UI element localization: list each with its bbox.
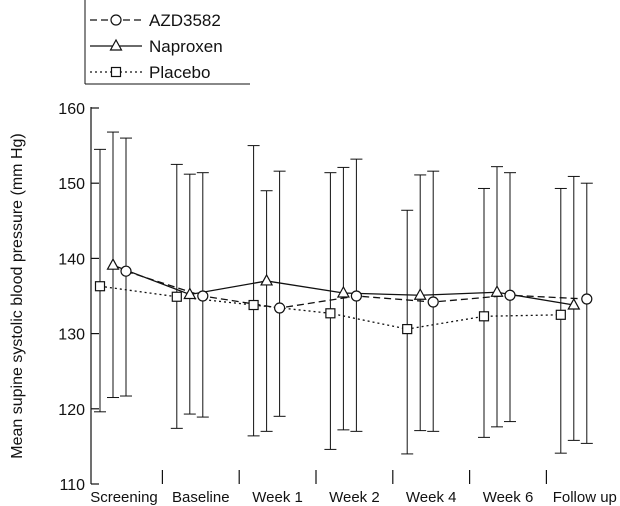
y-tick-label: 110 — [59, 477, 85, 494]
x-tick-label: Baseline — [172, 489, 230, 506]
data-point-triangle — [567, 297, 581, 310]
data-point-triangle — [490, 284, 504, 297]
data-point-triangle — [106, 257, 120, 270]
data-point-triangle — [260, 273, 274, 286]
data-point-circle — [120, 265, 132, 277]
x-tick-label: Week 4 — [406, 489, 457, 506]
x-tick-label: Week 6 — [483, 489, 534, 506]
data-point-square — [325, 308, 336, 319]
x-tick-label: Screening — [90, 489, 158, 506]
data-point-circle — [504, 289, 516, 301]
legend-label: Naproxen — [149, 37, 223, 56]
y-axis-label: Mean supine systolic blood pressure (mm … — [9, 133, 26, 458]
data-point-triangle — [336, 285, 350, 298]
x-tick-label: Week 1 — [252, 489, 303, 506]
legend: AZD3582 Naproxen Placebo — [84, 0, 250, 85]
data-point-square — [171, 291, 182, 302]
y-tick-label: 150 — [58, 176, 85, 193]
series-markers — [94, 257, 593, 335]
data-point-circle — [350, 290, 362, 302]
data-point-circle — [274, 302, 286, 314]
data-point-circle — [197, 290, 209, 302]
data-point-square — [402, 323, 413, 335]
data-point-triangle — [183, 287, 197, 300]
data-point-square — [110, 66, 122, 78]
data-point-square — [248, 299, 259, 311]
data-point-square — [555, 309, 566, 320]
axes: 110 120 130 140 150 160 Screening Baseline Week … — [58, 101, 617, 506]
data-point-circle — [427, 296, 439, 308]
data-point-circle — [110, 14, 122, 26]
legend-label: Placebo — [149, 63, 210, 82]
y-tick-label: 160 — [58, 101, 85, 118]
x-tick-label: Week 2 — [329, 489, 380, 506]
legend-label: AZD3582 — [149, 11, 221, 30]
x-tick-label: Follow up — [553, 489, 617, 506]
data-point-circle — [581, 293, 593, 305]
data-point-square — [94, 281, 106, 292]
data-point-square — [478, 311, 490, 322]
y-tick-label: 140 — [58, 251, 85, 268]
y-tick-label: 120 — [58, 402, 85, 419]
data-point-triangle — [413, 288, 427, 300]
y-tick-label: 130 — [58, 327, 85, 344]
data-point-triangle — [109, 38, 123, 51]
